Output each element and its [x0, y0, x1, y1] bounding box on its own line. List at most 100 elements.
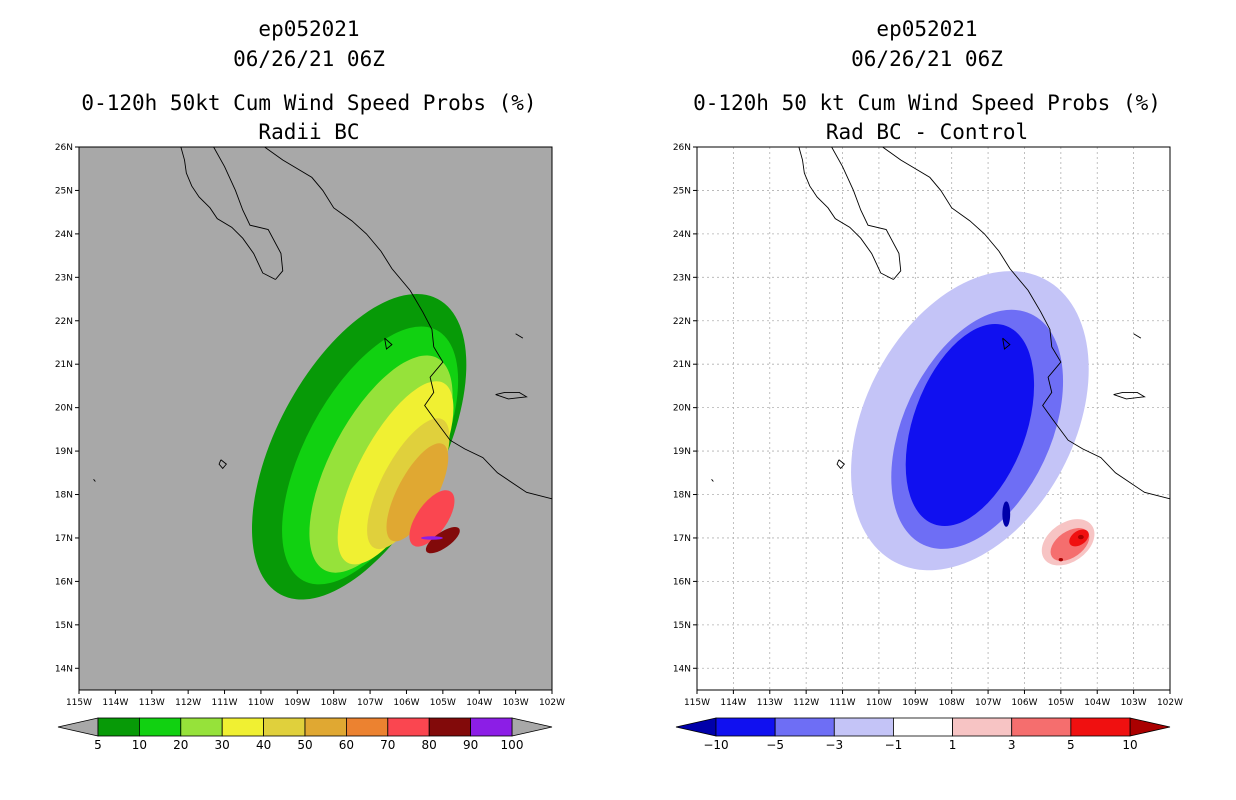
right-colorbar-swatch	[952, 717, 1013, 737]
left-colorbar: 5 10 20 30 40 50 60 70 80 90 100	[57, 717, 553, 752]
right-colorbar-label: 1	[949, 738, 957, 752]
left-y-tick-label: 14N	[55, 664, 73, 674]
right-colorbar-label: 3	[1008, 738, 1016, 752]
right-y-tick-label: 17N	[673, 534, 691, 544]
left-colorbar-label: 60	[339, 738, 354, 752]
right-y-tick-label: 19N	[673, 447, 691, 457]
right-colorbar-swatch	[893, 717, 953, 737]
left-x-tick-label: 110W	[248, 698, 274, 708]
left-title-line-2: 06/26/21 06Z	[233, 47, 385, 71]
right-coastline-lake-chapala	[1113, 391, 1146, 400]
left-colorbar-label: 20	[173, 738, 188, 752]
left-colorbar-label: 40	[256, 738, 271, 752]
left-y-tick-label: 23N	[55, 273, 73, 283]
right-coastline-tres-marias	[1002, 337, 1011, 350]
right-colorbar-swatch	[1070, 717, 1131, 737]
left-colorbar-swatch	[263, 717, 306, 737]
left-y-tick-label: 16N	[55, 577, 73, 587]
right-colorbar: −10 −5 −3 −1 1 3 5 10	[675, 717, 1171, 752]
left-x-tick-label: 102W	[539, 698, 565, 708]
left-coastline-islet	[93, 479, 96, 482]
left-title-line-4: Radii BC	[258, 120, 359, 144]
right-title-line-3: 0-120h 50 kt Cum Wind Speed Probs (%)	[693, 91, 1161, 115]
left-y-tick-label: 26N	[55, 143, 73, 153]
right-y-tick-label: 21N	[673, 360, 691, 370]
right-title-line-4: Rad BC - Control	[826, 120, 1028, 144]
left-colorbar-swatch	[304, 717, 347, 737]
left-coastline-islas-marias-north	[515, 333, 524, 339]
left-y-tick-label: 20N	[55, 404, 73, 414]
left-x-tick-label: 109W	[284, 698, 310, 708]
right-colorbar-swatch	[715, 717, 776, 737]
right-title-line-2: 06/26/21 06Z	[851, 47, 1003, 71]
left-colorbar-swatch	[470, 717, 513, 737]
right-contour-neg5-2	[905, 324, 1035, 527]
right-coastline-mainland	[882, 147, 1170, 500]
right-coastline-baja-west	[798, 147, 894, 280]
right-x-tick-label: 103W	[1121, 698, 1147, 708]
left-colorbar-swatch	[387, 717, 430, 737]
left-coastline-tres-marias	[384, 337, 393, 350]
left-colorbar-label: 50	[297, 738, 312, 752]
left-y-tick-label: 19N	[55, 447, 73, 457]
right-plot-frame	[696, 146, 1171, 691]
left-colorbar-label: 80	[422, 738, 437, 752]
right-colorbar-label: −1	[885, 738, 903, 752]
left-x-tick-label: 107W	[357, 698, 383, 708]
right-y-tick-label: 15N	[673, 621, 691, 631]
left-title-line-1: ep052021	[258, 17, 359, 41]
left-colorbar-swatch	[345, 717, 389, 737]
right-x-tick-label: 113W	[757, 698, 783, 708]
left-y-tick-label: 22N	[55, 317, 73, 327]
right-x-tick-label: 115W	[684, 698, 710, 708]
right-x-tick-label: 104W	[1084, 698, 1110, 708]
left-colorbar-swatch	[138, 717, 182, 737]
left-contour-70-6	[409, 490, 455, 547]
left-y-tick-label: 15N	[55, 621, 73, 631]
right-title-line-1: ep052021	[876, 17, 977, 41]
left-x-tick-label: 106W	[393, 698, 419, 708]
left-x-tick-label: 115W	[66, 698, 92, 708]
left-colorbar-swatch	[428, 717, 472, 737]
right-x-tick-label: 102W	[1157, 698, 1183, 708]
right-panel: ep052021 06/26/21 06Z 0-120h 50 kt Cum W…	[673, 17, 1183, 752]
right-x-tick-label: 111W	[829, 698, 855, 708]
left-colorbar-label: 10	[132, 738, 147, 752]
right-colorbar-label: 10	[1122, 738, 1137, 752]
left-y-tick-label: 17N	[55, 534, 73, 544]
left-y-tick-label: 24N	[55, 230, 73, 240]
right-x-tick-label: 109W	[902, 698, 928, 708]
right-x-tick-label: 114W	[720, 698, 746, 708]
right-contour-neg10-3	[1002, 501, 1011, 527]
right-coastline-baja-east	[831, 147, 902, 280]
right-colorbar-swatch	[774, 717, 835, 737]
right-colorbar-underflow-triangle	[675, 717, 717, 737]
left-x-tick-label: 104W	[466, 698, 492, 708]
left-x-tick-label: 114W	[102, 698, 128, 708]
right-y-tick-label: 14N	[673, 664, 691, 674]
right-map-plot: 115W 114W 113W 112W 111W 110W 109W 108W 107W 106W…	[673, 143, 1183, 708]
left-colorbar-swatch	[180, 717, 223, 737]
left-coastline-socorro	[218, 459, 227, 470]
left-x-tick-label: 113W	[139, 698, 165, 708]
left-y-tick-label: 25N	[55, 186, 73, 196]
right-y-tick-label: 16N	[673, 577, 691, 587]
right-y-tick-label: 25N	[673, 186, 691, 196]
left-coastline-baja-east	[213, 147, 284, 280]
left-title-line-3: 0-120h 50kt Cum Wind Speed Probs (%)	[81, 91, 536, 115]
left-contour-90-8	[421, 536, 443, 540]
left-panel: ep052021 06/26/21 06Z 0-120h 50kt Cum Wi…	[55, 17, 565, 752]
left-x-tick-label: 112W	[175, 698, 201, 708]
right-y-tick-label: 22N	[673, 317, 691, 327]
right-colorbar-swatch	[833, 717, 894, 737]
left-colorbar-swatch	[221, 717, 264, 737]
right-y-tick-label: 24N	[673, 230, 691, 240]
right-coastline-socorro	[836, 459, 845, 470]
right-x-tick-label: 108W	[939, 698, 965, 708]
right-colorbar-label: −10	[703, 738, 728, 752]
left-colorbar-overflow-triangle	[511, 717, 553, 737]
left-colorbar-label: 30	[215, 738, 230, 752]
right-colorbar-swatch	[1011, 717, 1072, 737]
